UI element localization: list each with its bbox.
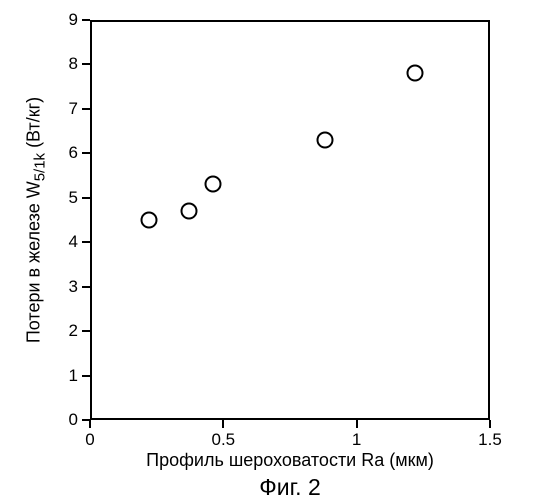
y-tick-label: 6 [58,143,78,163]
y-tick-label: 1 [58,366,78,386]
y-tick-label: 5 [58,188,78,208]
x-tick [89,420,91,428]
y-tick [82,330,90,332]
figure-caption: Фиг. 2 [259,474,321,501]
y-tick-label: 2 [58,321,78,341]
y-tick [82,197,90,199]
y-tick-label: 4 [58,232,78,252]
figure-container: 0 0.5 1 1.5 0 1 2 3 4 5 6 7 8 9 Профиль шероховатости… [0,0,543,500]
x-tick [356,420,358,428]
y-tick [82,152,90,154]
x-tick-label: 1.5 [478,430,502,450]
y-tick-label: 7 [58,99,78,119]
y-tick-label: 0 [58,410,78,430]
y-axis-label: Потери в железе W5/1k (Вт/кг) [24,97,49,343]
data-point [180,203,197,220]
y-tick [82,375,90,377]
y-tick [82,19,90,21]
y-tick [82,63,90,65]
y-axis-label-sub: 5/1k [31,153,48,181]
y-tick-label: 8 [58,54,78,74]
data-point [316,132,333,149]
x-tick-label: 0.5 [212,430,236,450]
y-tick [82,286,90,288]
data-point [407,65,424,82]
y-tick-label: 3 [58,277,78,297]
data-point [204,176,221,193]
y-tick-label: 9 [58,10,78,30]
x-tick-label: 1 [352,430,361,450]
x-axis-label: Профиль шероховатости Ra (мкм) [146,450,434,471]
data-point [140,212,157,229]
x-tick [222,420,224,428]
y-axis-label-unit: (Вт/кг) [24,97,44,153]
y-tick [82,108,90,110]
y-tick [82,241,90,243]
x-tick [489,420,491,428]
x-tick-label: 0 [85,430,94,450]
y-tick [82,419,90,421]
y-axis-label-main: Потери в железе W [24,181,44,343]
